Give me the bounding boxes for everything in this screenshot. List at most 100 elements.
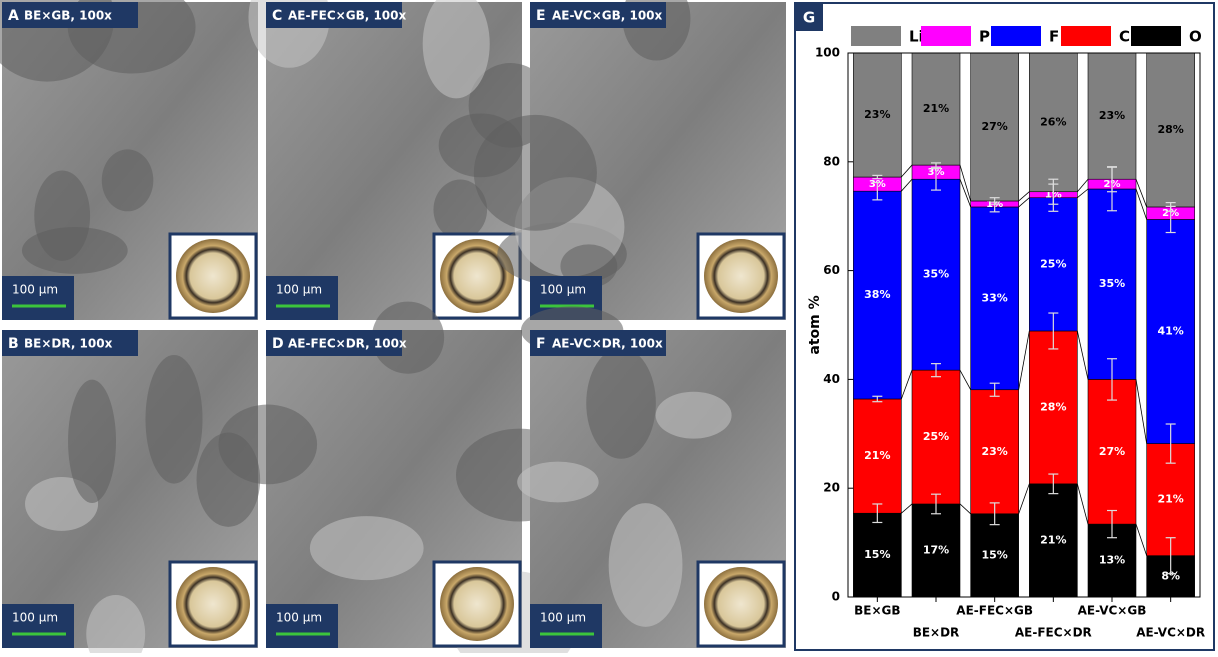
legend-swatch — [991, 26, 1041, 46]
sem-feature — [34, 170, 91, 261]
connector — [901, 503, 913, 514]
bar-segment — [970, 389, 1019, 515]
value-label: 21% — [864, 449, 890, 462]
value-label: 23% — [981, 445, 1007, 458]
connector — [1077, 178, 1089, 192]
y-tick-label: 20 — [823, 481, 840, 495]
panel-letter: D — [272, 336, 284, 352]
sem-feature — [473, 114, 597, 231]
scale-label: 100 µm — [276, 611, 322, 625]
connector — [1135, 179, 1148, 208]
value-label: 13% — [1099, 554, 1125, 567]
connector — [1076, 483, 1089, 525]
scale-box — [2, 604, 74, 648]
bar-segment — [1029, 483, 1078, 598]
value-label: 26% — [1040, 115, 1066, 128]
x-tick-label: AE-VC×DR — [1136, 626, 1205, 640]
error-bar — [931, 493, 941, 515]
scale-box — [266, 276, 338, 320]
connector — [1077, 188, 1089, 199]
value-label: 8% — [1161, 569, 1180, 582]
bar-segment — [1087, 188, 1137, 380]
sem-feature — [68, 379, 117, 503]
value-label: 17% — [923, 543, 949, 556]
connector — [1135, 188, 1148, 220]
bar-segment — [853, 398, 902, 514]
error-bar — [1165, 423, 1176, 464]
legend-swatch — [921, 26, 971, 46]
error-bar — [872, 503, 883, 524]
sem-feature — [218, 404, 318, 485]
panel-title: BE×DR, 100x — [24, 337, 113, 351]
value-label: 23% — [864, 108, 890, 121]
sem-feature — [422, 0, 490, 99]
value-label: 15% — [981, 548, 1007, 561]
scale-label: 100 µm — [12, 283, 58, 297]
bar-segment — [853, 190, 902, 400]
scale-label: 100 µm — [276, 283, 322, 297]
value-label: 41% — [1157, 325, 1183, 338]
panel-letter: C — [272, 8, 282, 24]
bar-segment — [911, 178, 961, 371]
panel-title: BE×GB, 100x — [24, 9, 112, 23]
error-bar — [1107, 166, 1117, 193]
sem-feature — [655, 391, 732, 439]
sem-feature — [309, 516, 424, 581]
connector — [1076, 330, 1089, 380]
scale-label: 100 µm — [540, 611, 586, 625]
bar-segment — [970, 206, 1019, 391]
sem-feature — [86, 595, 146, 657]
scale-label: 100 µm — [12, 611, 58, 625]
panel-letter: G — [803, 9, 815, 27]
bar-segment — [970, 513, 1019, 598]
y-tick-label: 60 — [823, 263, 840, 277]
connector — [959, 369, 972, 390]
legend-label: F — [1049, 28, 1059, 46]
legend-label: O — [1189, 28, 1202, 46]
error-bar — [1048, 312, 1059, 350]
value-label: 21% — [1040, 533, 1066, 546]
error-bar — [872, 174, 883, 180]
panel-letter: A — [8, 8, 19, 24]
inset-coin — [440, 567, 514, 641]
sem-feature — [145, 354, 203, 484]
bar-segment — [1146, 219, 1195, 444]
value-label: 33% — [981, 291, 1007, 304]
bar-segment — [1146, 52, 1195, 208]
panel-letter: F — [536, 336, 546, 352]
legend-label: C — [1119, 28, 1130, 46]
connector — [901, 164, 913, 178]
panel-label-box — [530, 330, 666, 356]
panel-label-box — [530, 2, 666, 28]
panel-title: AE-VC×DR, 100x — [552, 337, 663, 351]
bar-segment — [1029, 52, 1078, 193]
connector — [1135, 523, 1148, 556]
sem-feature — [101, 149, 154, 212]
panel-letter-box — [795, 3, 823, 31]
inset-coin — [704, 239, 778, 313]
scale-box — [266, 604, 338, 648]
value-label: 25% — [1040, 257, 1066, 270]
error-bar — [931, 167, 941, 191]
connector — [1018, 483, 1030, 514]
legend-swatch — [1061, 26, 1111, 46]
connector — [1135, 379, 1148, 444]
y-tick-label: 80 — [823, 154, 840, 168]
plot-frame — [847, 52, 1201, 598]
connector — [959, 164, 972, 202]
sem-feature — [586, 347, 656, 459]
x-tick-label: BE×GB — [854, 604, 900, 618]
sem-feature — [433, 179, 488, 240]
legend-swatch — [1131, 26, 1181, 46]
value-label: 27% — [981, 120, 1007, 133]
error-bar — [1048, 473, 1059, 495]
x-tick-label: AE-FEC×GB — [956, 604, 1033, 618]
scale-label: 100 µm — [540, 283, 586, 297]
panel-letter: B — [8, 336, 19, 352]
error-bar — [1165, 537, 1176, 575]
value-label: 27% — [1099, 445, 1125, 458]
legend-swatch — [851, 26, 901, 46]
value-label: 21% — [923, 102, 949, 115]
value-label: 28% — [1157, 123, 1183, 136]
